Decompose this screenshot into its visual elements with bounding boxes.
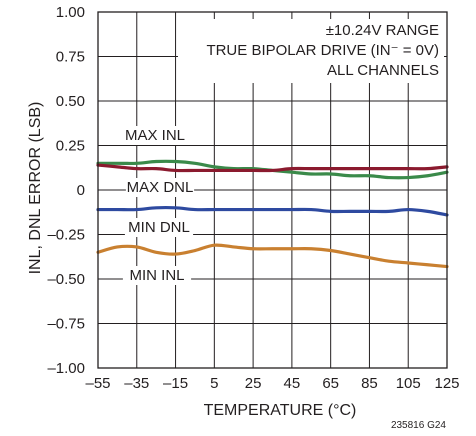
series-line-min-inl xyxy=(96,243,449,269)
annotation-range: ±10.24V RANGE xyxy=(326,22,439,39)
series-label-background xyxy=(124,218,194,237)
series-labels: MAX INL MAX DNL MIN DNL MIN INL xyxy=(125,127,193,284)
y-tick-label: –0.25 xyxy=(47,227,85,244)
x-tick-label: 25 xyxy=(245,375,262,392)
series-label-background xyxy=(122,266,192,285)
x-tick-label: 5 xyxy=(210,375,218,392)
series-line-min-dnl xyxy=(96,205,449,217)
y-tick-label: –0.50 xyxy=(47,271,85,288)
figure-code: 235816 G24 xyxy=(391,420,446,431)
plot-lines xyxy=(96,159,449,269)
y-tick-label: 0.25 xyxy=(56,138,85,155)
y-axis-title: INL, DNL ERROR (LSB) xyxy=(27,102,44,275)
annotation-background xyxy=(178,19,444,83)
y-tick-label: –0.75 xyxy=(47,316,85,333)
x-tick-label: –35 xyxy=(124,375,149,392)
y-tick-label: 0.50 xyxy=(56,93,85,110)
x-tick-label: 85 xyxy=(361,375,378,392)
series-label-background xyxy=(125,178,195,197)
series-label-min-inl: MIN INL xyxy=(129,267,184,284)
x-axis-title: TEMPERATURE (°C) xyxy=(204,402,357,419)
x-tick-label: 125 xyxy=(434,375,459,392)
x-tick-label: 45 xyxy=(284,375,301,392)
series-label-max-inl: MAX INL xyxy=(125,127,185,144)
series-label-min-dnl: MIN DNL xyxy=(128,219,190,236)
annotation-drive: TRUE BIPOLAR DRIVE (IN⁻ = 0V) xyxy=(206,42,439,59)
plot-border xyxy=(97,11,448,369)
series-label-max-dnl: MAX DNL xyxy=(127,179,194,196)
x-tick-labels: –55 –35 –15 5 25 45 65 85 105 125 xyxy=(85,375,459,392)
y-tick-label: –1.00 xyxy=(47,360,85,377)
series-line-max-dnl xyxy=(96,163,449,173)
plot-frame xyxy=(97,11,448,369)
x-tick-label: –55 xyxy=(85,375,110,392)
x-tick-label: 105 xyxy=(396,375,421,392)
y-tick-label: 0 xyxy=(77,182,85,199)
x-tick-label: –15 xyxy=(163,375,188,392)
annotation-channels: ALL CHANNELS xyxy=(327,62,439,79)
x-tick-label: 65 xyxy=(322,375,339,392)
series-label-background xyxy=(120,126,190,145)
y-tick-label: 1.00 xyxy=(56,4,85,21)
y-tick-label: 0.75 xyxy=(56,49,85,66)
y-tick-labels: 1.00 0.75 0.50 0.25 0 –0.25 –0.50 –0.75 –1.00 xyxy=(47,4,85,377)
label-boxes xyxy=(120,19,444,285)
